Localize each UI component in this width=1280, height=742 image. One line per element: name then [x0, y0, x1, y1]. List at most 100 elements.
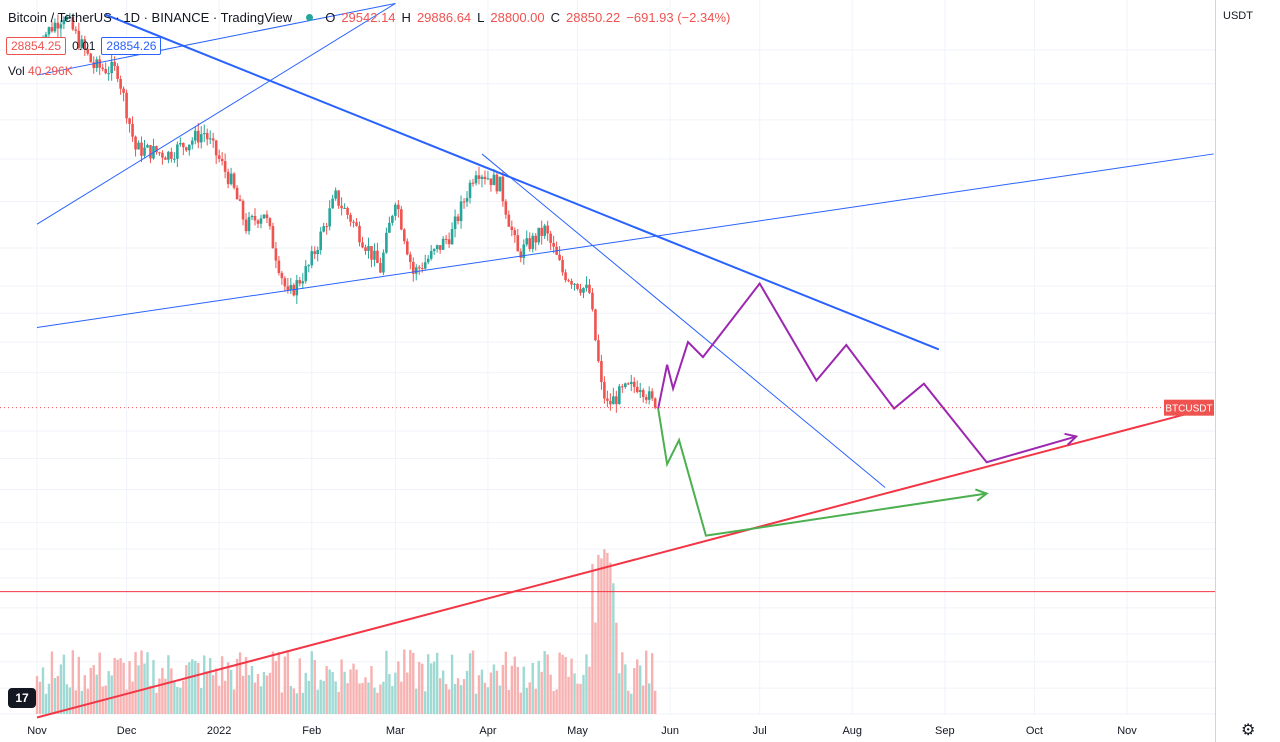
candle-body	[214, 140, 218, 156]
volume-bar	[522, 666, 525, 714]
candle-body	[379, 262, 382, 273]
candle-body	[277, 260, 281, 273]
currency-label[interactable]: USDT	[1223, 10, 1253, 22]
candle-body	[432, 249, 436, 252]
candle-body	[411, 261, 415, 274]
volume-bar	[226, 662, 230, 714]
volume-bar	[606, 552, 609, 714]
candle-body	[513, 230, 517, 236]
volume-bar	[140, 650, 143, 714]
volume-bar	[570, 658, 573, 714]
volume-bar	[337, 691, 340, 714]
candle-body	[161, 152, 164, 158]
volume-bar	[558, 652, 561, 714]
volume-bar	[122, 662, 125, 714]
volume-bar	[394, 672, 397, 714]
candle-body	[301, 281, 305, 284]
volume-bar	[546, 654, 549, 714]
volume-bar	[185, 665, 188, 714]
volume-value: 40.296K	[28, 64, 73, 78]
x-tick-label: Jun	[661, 725, 679, 737]
candle-body	[328, 208, 331, 227]
volume-bar	[310, 651, 313, 714]
candle-body	[429, 251, 433, 259]
volume-bar	[453, 683, 457, 714]
volume-bar	[618, 673, 621, 714]
low-value: 28800.00	[490, 10, 545, 25]
volume-bar	[229, 669, 233, 714]
volume-bar	[510, 665, 514, 714]
bid-button[interactable]: 28854.25	[6, 37, 67, 55]
volume-bar	[388, 674, 391, 714]
symbol-title[interactable]: Bitcoin / TetherUS · 1D · BINANCE · Trad…	[8, 10, 293, 25]
volume-bar	[361, 682, 364, 714]
volume-bar	[328, 669, 331, 714]
volume-bar	[95, 674, 98, 714]
x-tick-label: Oct	[1026, 725, 1043, 737]
candle-body	[271, 226, 275, 249]
volume-bar	[149, 685, 152, 714]
candle-body	[603, 382, 606, 399]
candle-body	[576, 283, 579, 290]
candle-body	[606, 398, 609, 401]
volume-bar	[615, 622, 618, 714]
gear-icon[interactable]: ⚙	[1241, 722, 1256, 739]
volume-bar	[474, 693, 478, 714]
price-axis-panel[interactable]	[1215, 0, 1280, 742]
tradingview-logo-icon[interactable]: 17	[8, 688, 36, 708]
volume-bar	[465, 670, 469, 714]
candle-body	[525, 238, 529, 245]
candle-body	[408, 254, 412, 262]
resistance-trend-line	[36, 3, 396, 225]
candle-body	[567, 280, 570, 282]
volume-bar	[265, 675, 269, 714]
volume-bar	[59, 664, 63, 714]
candle-body	[193, 130, 197, 141]
close-label: C	[550, 10, 561, 25]
volume-bar	[77, 656, 81, 714]
volume-bar	[206, 671, 209, 714]
volume-bar	[633, 668, 636, 714]
volume-bar	[462, 679, 466, 714]
candle-body	[226, 171, 230, 185]
candle-body	[597, 340, 600, 362]
volume-bar	[435, 652, 439, 714]
volume-bar	[504, 651, 508, 714]
volume-bar	[119, 658, 122, 714]
candle-body	[528, 238, 532, 250]
volume-bar	[516, 666, 519, 714]
candle-body	[626, 383, 630, 385]
candle-body	[477, 175, 481, 179]
volume-bar	[170, 668, 173, 714]
candle-body	[59, 24, 63, 29]
candle-body	[573, 283, 576, 285]
volume-bar	[630, 693, 633, 714]
volume-bar	[158, 678, 161, 714]
volume-bar	[155, 692, 158, 714]
candle-body	[134, 136, 137, 150]
candle-body	[289, 284, 293, 291]
volume-bar	[200, 687, 203, 714]
volume-bar	[406, 672, 409, 714]
volume-bar	[197, 662, 200, 714]
candle-body	[131, 123, 134, 137]
volume-bar	[492, 664, 496, 714]
candle-body	[173, 158, 176, 160]
ask-button[interactable]: 28854.26	[101, 37, 162, 55]
volume-bar	[552, 690, 555, 714]
volume-bar	[53, 677, 57, 714]
volume-bar	[468, 653, 472, 714]
candle-body	[62, 20, 66, 25]
volume-bar	[340, 659, 343, 714]
volume-bar	[194, 660, 197, 714]
candle-body	[199, 134, 203, 143]
candle-body	[146, 145, 149, 148]
volume-bar	[400, 681, 403, 714]
volume-bar	[489, 672, 493, 714]
volume-bar	[223, 680, 227, 714]
candle-body	[283, 278, 287, 287]
volume-bar	[603, 549, 606, 714]
volume-bar	[579, 683, 582, 714]
